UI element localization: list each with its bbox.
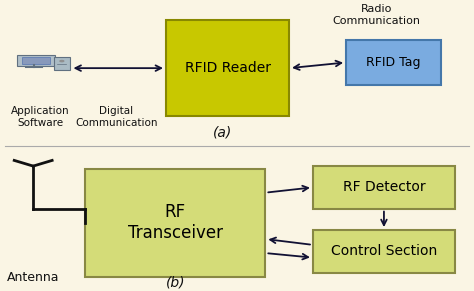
Text: (b): (b) [165,276,185,290]
FancyBboxPatch shape [85,169,265,277]
Text: Digital
Communication: Digital Communication [75,107,157,128]
Text: Radio
Communication: Radio Communication [333,4,421,26]
FancyBboxPatch shape [54,57,70,70]
Text: Control Section: Control Section [331,244,437,258]
Text: (a): (a) [213,125,232,139]
Text: RFID Tag: RFID Tag [366,56,420,69]
FancyBboxPatch shape [313,166,455,209]
Text: RF
Transceiver: RF Transceiver [128,203,223,242]
FancyBboxPatch shape [17,55,55,66]
FancyBboxPatch shape [313,230,455,273]
FancyBboxPatch shape [22,58,50,64]
FancyBboxPatch shape [346,40,441,85]
Text: Antenna: Antenna [7,271,59,284]
Circle shape [60,61,64,62]
Text: RFID Reader: RFID Reader [184,61,271,75]
FancyBboxPatch shape [166,20,289,116]
Text: Application
Software: Application Software [11,107,70,128]
Text: RF Detector: RF Detector [343,180,425,194]
